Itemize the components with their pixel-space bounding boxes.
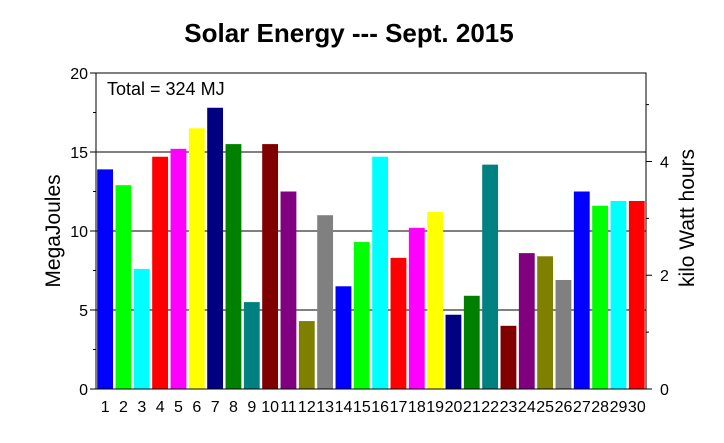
bar-day-11 <box>280 191 297 389</box>
right-axis-ticks: 0 2 4 <box>646 104 669 399</box>
x-tick-label: 12 <box>298 399 316 416</box>
x-tick-label: 16 <box>371 399 389 416</box>
x-tick-label: 6 <box>192 399 201 416</box>
bar-day-8 <box>225 144 242 389</box>
gridlines <box>96 151 646 311</box>
bar-day-19 <box>427 212 444 389</box>
x-tick-label: 23 <box>500 399 518 416</box>
bar-day-9 <box>243 302 260 389</box>
bar-day-13 <box>317 215 334 389</box>
bar-day-26 <box>555 279 572 389</box>
x-tick-label: 28 <box>591 399 609 416</box>
y-tick-label: 10 <box>70 224 88 241</box>
bar-day-14 <box>335 286 352 389</box>
bar-day-10 <box>262 144 279 389</box>
x-tick-label: 30 <box>628 399 646 416</box>
right-tick-label: 2 <box>660 268 669 285</box>
x-tick-label: 13 <box>316 399 334 416</box>
right-tick-label: 4 <box>660 154 669 171</box>
x-tick-label: 11 <box>280 399 297 416</box>
x-tick-label: 14 <box>335 399 353 416</box>
y-tick-label: 5 <box>79 303 88 320</box>
bar-day-24 <box>518 253 535 389</box>
x-tick-label: 22 <box>481 399 499 416</box>
bars <box>97 107 645 390</box>
total-annotation: Total = 324 MJ <box>107 79 225 99</box>
y-right-axis-label: kilo Watt hours <box>676 149 699 287</box>
x-axis-ticks: 1 2 3 4 5 6 7 8 9 10 11 12 13 14 15 16 17 18 19 20 21 22 23 24 2… <box>101 399 646 416</box>
right-tick-label: 0 <box>660 382 669 399</box>
x-tick-label: 19 <box>426 399 444 416</box>
bar-day-5 <box>170 148 187 389</box>
x-tick-label: 20 <box>445 399 463 416</box>
x-tick-label: 4 <box>156 399 165 416</box>
bar-day-4 <box>152 156 169 389</box>
y-tick-label: 15 <box>70 145 88 162</box>
x-tick-label: 25 <box>536 399 554 416</box>
y-axis-label: MegaJoules <box>42 174 65 287</box>
bar-day-25 <box>537 256 554 389</box>
bar-day-1 <box>97 169 114 389</box>
bar-day-12 <box>298 321 315 389</box>
bar-day-21 <box>463 295 480 389</box>
x-tick-label: 3 <box>137 399 146 416</box>
bar-day-18 <box>408 227 425 389</box>
bar-day-29 <box>610 200 627 389</box>
bar-day-16 <box>372 156 389 389</box>
x-tick-label: 17 <box>390 399 408 416</box>
x-tick-label: 2 <box>119 399 128 416</box>
bar-day-7 <box>207 107 224 389</box>
bar-day-30 <box>628 200 645 389</box>
x-tick-label: 21 <box>463 399 481 416</box>
bar-day-2 <box>115 185 132 389</box>
bar-day-15 <box>353 242 370 389</box>
chart-title: Solar Energy --- Sept. 2015 <box>184 18 513 48</box>
x-tick-label: 10 <box>261 399 279 416</box>
bar-day-20 <box>445 314 462 389</box>
x-tick-label: 15 <box>353 399 371 416</box>
x-tick-label: 26 <box>555 399 573 416</box>
x-tick-label: 1 <box>101 399 110 416</box>
x-tick-label: 18 <box>408 399 426 416</box>
bar-day-3 <box>133 268 150 389</box>
x-tick-label: 7 <box>211 399 220 416</box>
bar-day-27 <box>573 191 590 389</box>
x-tick-label: 27 <box>573 399 591 416</box>
bar-day-17 <box>390 257 407 389</box>
bar-day-6 <box>188 128 205 390</box>
x-tick-label: 8 <box>229 399 238 416</box>
left-axis-ticks: 0 5 10 15 20 <box>70 66 96 399</box>
y-tick-label: 0 <box>79 382 88 399</box>
x-tick-label: 29 <box>610 399 628 416</box>
bar-day-28 <box>592 205 609 389</box>
bar-day-22 <box>482 164 499 389</box>
x-tick-label: 9 <box>247 399 256 416</box>
x-tick-label: 24 <box>518 399 536 416</box>
bar-day-23 <box>500 325 517 389</box>
y-tick-label: 20 <box>70 66 88 83</box>
x-tick-label: 5 <box>174 399 183 416</box>
